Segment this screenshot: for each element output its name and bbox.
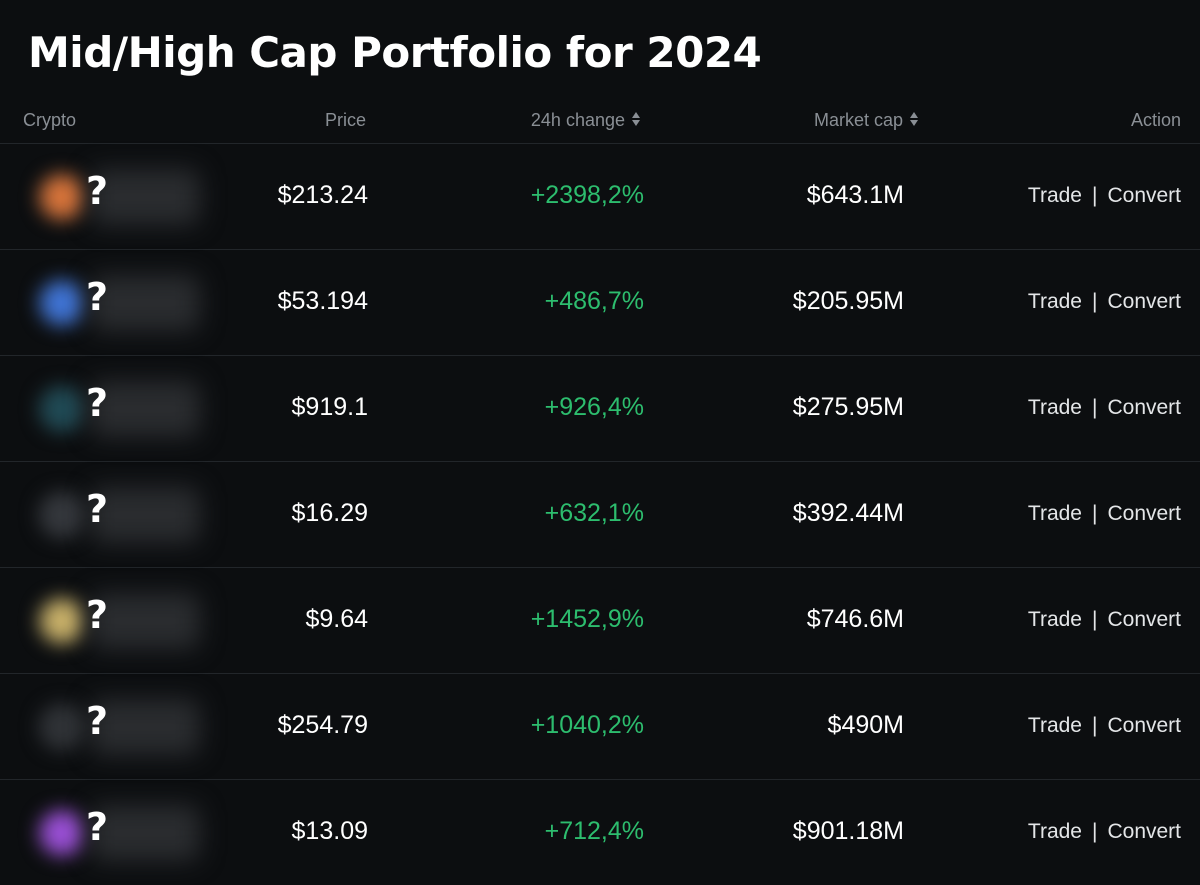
coin-name-blurred xyxy=(90,381,200,437)
action-cell: Trade | Convert xyxy=(1028,396,1181,420)
coin-logo-blurred xyxy=(38,597,86,645)
market-cap-value: $643.1M xyxy=(806,181,904,209)
table-body: ? $213.24 +2398,2% $643.1M Trade | Convert… xyxy=(0,144,1200,885)
coin-name-blurred xyxy=(90,805,200,861)
table-row[interactable]: ? $254.79 +1040,2% $490M Trade | Convert xyxy=(0,674,1200,780)
action-cell: Trade | Convert xyxy=(1028,820,1181,844)
page-title: Mid/High Cap Portfolio for 2024 xyxy=(28,28,762,77)
coin-logo-blurred xyxy=(38,703,86,751)
trade-link[interactable]: Trade xyxy=(1027,396,1082,419)
coin-name-blurred xyxy=(90,699,200,755)
convert-link[interactable]: Convert xyxy=(1107,290,1181,313)
action-separator: | xyxy=(1092,608,1098,631)
trade-link[interactable]: Trade xyxy=(1027,608,1082,631)
price-value: $16.29 xyxy=(291,499,368,527)
crypto-cell[interactable]: ? xyxy=(20,265,210,340)
convert-link[interactable]: Convert xyxy=(1107,608,1181,631)
action-cell: Trade | Convert xyxy=(1028,290,1181,314)
coin-logo-blurred xyxy=(38,279,86,327)
sort-icon[interactable] xyxy=(632,111,640,127)
action-separator: | xyxy=(1092,820,1098,843)
table-row[interactable]: ? $16.29 +632,1% $392.44M Trade | Convert xyxy=(0,462,1200,568)
action-cell: Trade | Convert xyxy=(1028,502,1181,526)
24h-change-value: +486,7% xyxy=(544,287,644,315)
price-value: $254.79 xyxy=(277,711,368,739)
crypto-cell[interactable]: ? xyxy=(20,583,210,658)
24h-change-value: +2398,2% xyxy=(530,181,644,209)
table-row[interactable]: ? $53.194 +486,7% $205.95M Trade | Convert xyxy=(0,250,1200,356)
table-row[interactable]: ? $919.1 +926,4% $275.95M Trade | Convert xyxy=(0,356,1200,462)
market-cap-value: $490M xyxy=(827,711,904,739)
24h-change-value: +712,4% xyxy=(544,817,644,845)
crypto-cell[interactable]: ? xyxy=(20,477,210,552)
question-mark: ? xyxy=(86,487,109,531)
convert-link[interactable]: Convert xyxy=(1107,714,1181,737)
price-value: $213.24 xyxy=(277,181,368,209)
action-cell: Trade | Convert xyxy=(1028,184,1181,208)
coin-name-blurred xyxy=(90,487,200,543)
column-header-24h-change[interactable]: 24h change xyxy=(531,110,640,131)
coin-logo-blurred xyxy=(38,491,86,539)
convert-link[interactable]: Convert xyxy=(1107,396,1181,419)
convert-link[interactable]: Convert xyxy=(1107,184,1181,207)
column-header-24h-change-label: 24h change xyxy=(530,110,625,130)
question-mark: ? xyxy=(86,593,109,637)
market-cap-value: $205.95M xyxy=(792,287,904,315)
trade-link[interactable]: Trade xyxy=(1027,184,1082,207)
market-cap-value: $901.18M xyxy=(792,817,904,845)
table-row[interactable]: ? $13.09 +712,4% $901.18M Trade | Convert xyxy=(0,780,1200,885)
question-mark: ? xyxy=(86,381,109,425)
price-value: $13.09 xyxy=(291,817,368,845)
action-separator: | xyxy=(1092,502,1098,525)
action-separator: | xyxy=(1092,714,1098,737)
market-cap-value: $392.44M xyxy=(792,499,904,527)
coin-logo-blurred xyxy=(38,809,86,857)
crypto-cell[interactable]: ? xyxy=(20,689,210,764)
question-mark: ? xyxy=(86,275,109,319)
24h-change-value: +926,4% xyxy=(544,393,644,421)
convert-link[interactable]: Convert xyxy=(1107,820,1181,843)
crypto-cell[interactable]: ? xyxy=(20,371,210,446)
sort-icon[interactable] xyxy=(910,111,918,127)
price-value: $53.194 xyxy=(277,287,368,315)
question-mark: ? xyxy=(86,805,109,849)
question-mark: ? xyxy=(86,169,109,213)
column-header-market-cap-label: Market cap xyxy=(813,110,903,130)
price-value: $9.64 xyxy=(305,605,368,633)
trade-link[interactable]: Trade xyxy=(1027,820,1082,843)
crypto-cell[interactable]: ? xyxy=(20,795,210,870)
table-row[interactable]: ? $213.24 +2398,2% $643.1M Trade | Convert xyxy=(0,144,1200,250)
trade-link[interactable]: Trade xyxy=(1027,502,1082,525)
crypto-table: Crypto Price 24h change Market cap Actio… xyxy=(0,95,1200,885)
trade-link[interactable]: Trade xyxy=(1027,290,1082,313)
coin-logo-blurred xyxy=(38,173,86,221)
column-header-crypto: Crypto xyxy=(23,110,77,130)
column-header-price: Price xyxy=(324,110,366,130)
crypto-cell[interactable]: ? xyxy=(20,159,210,234)
convert-link[interactable]: Convert xyxy=(1107,502,1181,525)
coin-logo-blurred xyxy=(38,385,86,433)
coin-name-blurred xyxy=(90,275,200,331)
question-mark: ? xyxy=(86,699,109,743)
market-cap-value: $746.6M xyxy=(806,605,904,633)
action-separator: | xyxy=(1092,184,1098,207)
action-separator: | xyxy=(1092,396,1098,419)
column-header-action: Action xyxy=(1130,110,1181,130)
market-cap-value: $275.95M xyxy=(792,393,904,421)
coin-name-blurred xyxy=(90,593,200,649)
24h-change-value: +632,1% xyxy=(544,499,644,527)
coin-name-blurred xyxy=(90,169,200,225)
price-value: $919.1 xyxy=(291,393,368,421)
24h-change-value: +1040,2% xyxy=(530,711,644,739)
action-cell: Trade | Convert xyxy=(1028,608,1181,632)
trade-link[interactable]: Trade xyxy=(1027,714,1082,737)
table-row[interactable]: ? $9.64 +1452,9% $746.6M Trade | Convert xyxy=(0,568,1200,674)
column-header-market-cap[interactable]: Market cap xyxy=(814,110,918,131)
action-separator: | xyxy=(1092,290,1098,313)
action-cell: Trade | Convert xyxy=(1028,714,1181,738)
24h-change-value: +1452,9% xyxy=(530,605,644,633)
table-header: Crypto Price 24h change Market cap Actio… xyxy=(0,95,1200,144)
